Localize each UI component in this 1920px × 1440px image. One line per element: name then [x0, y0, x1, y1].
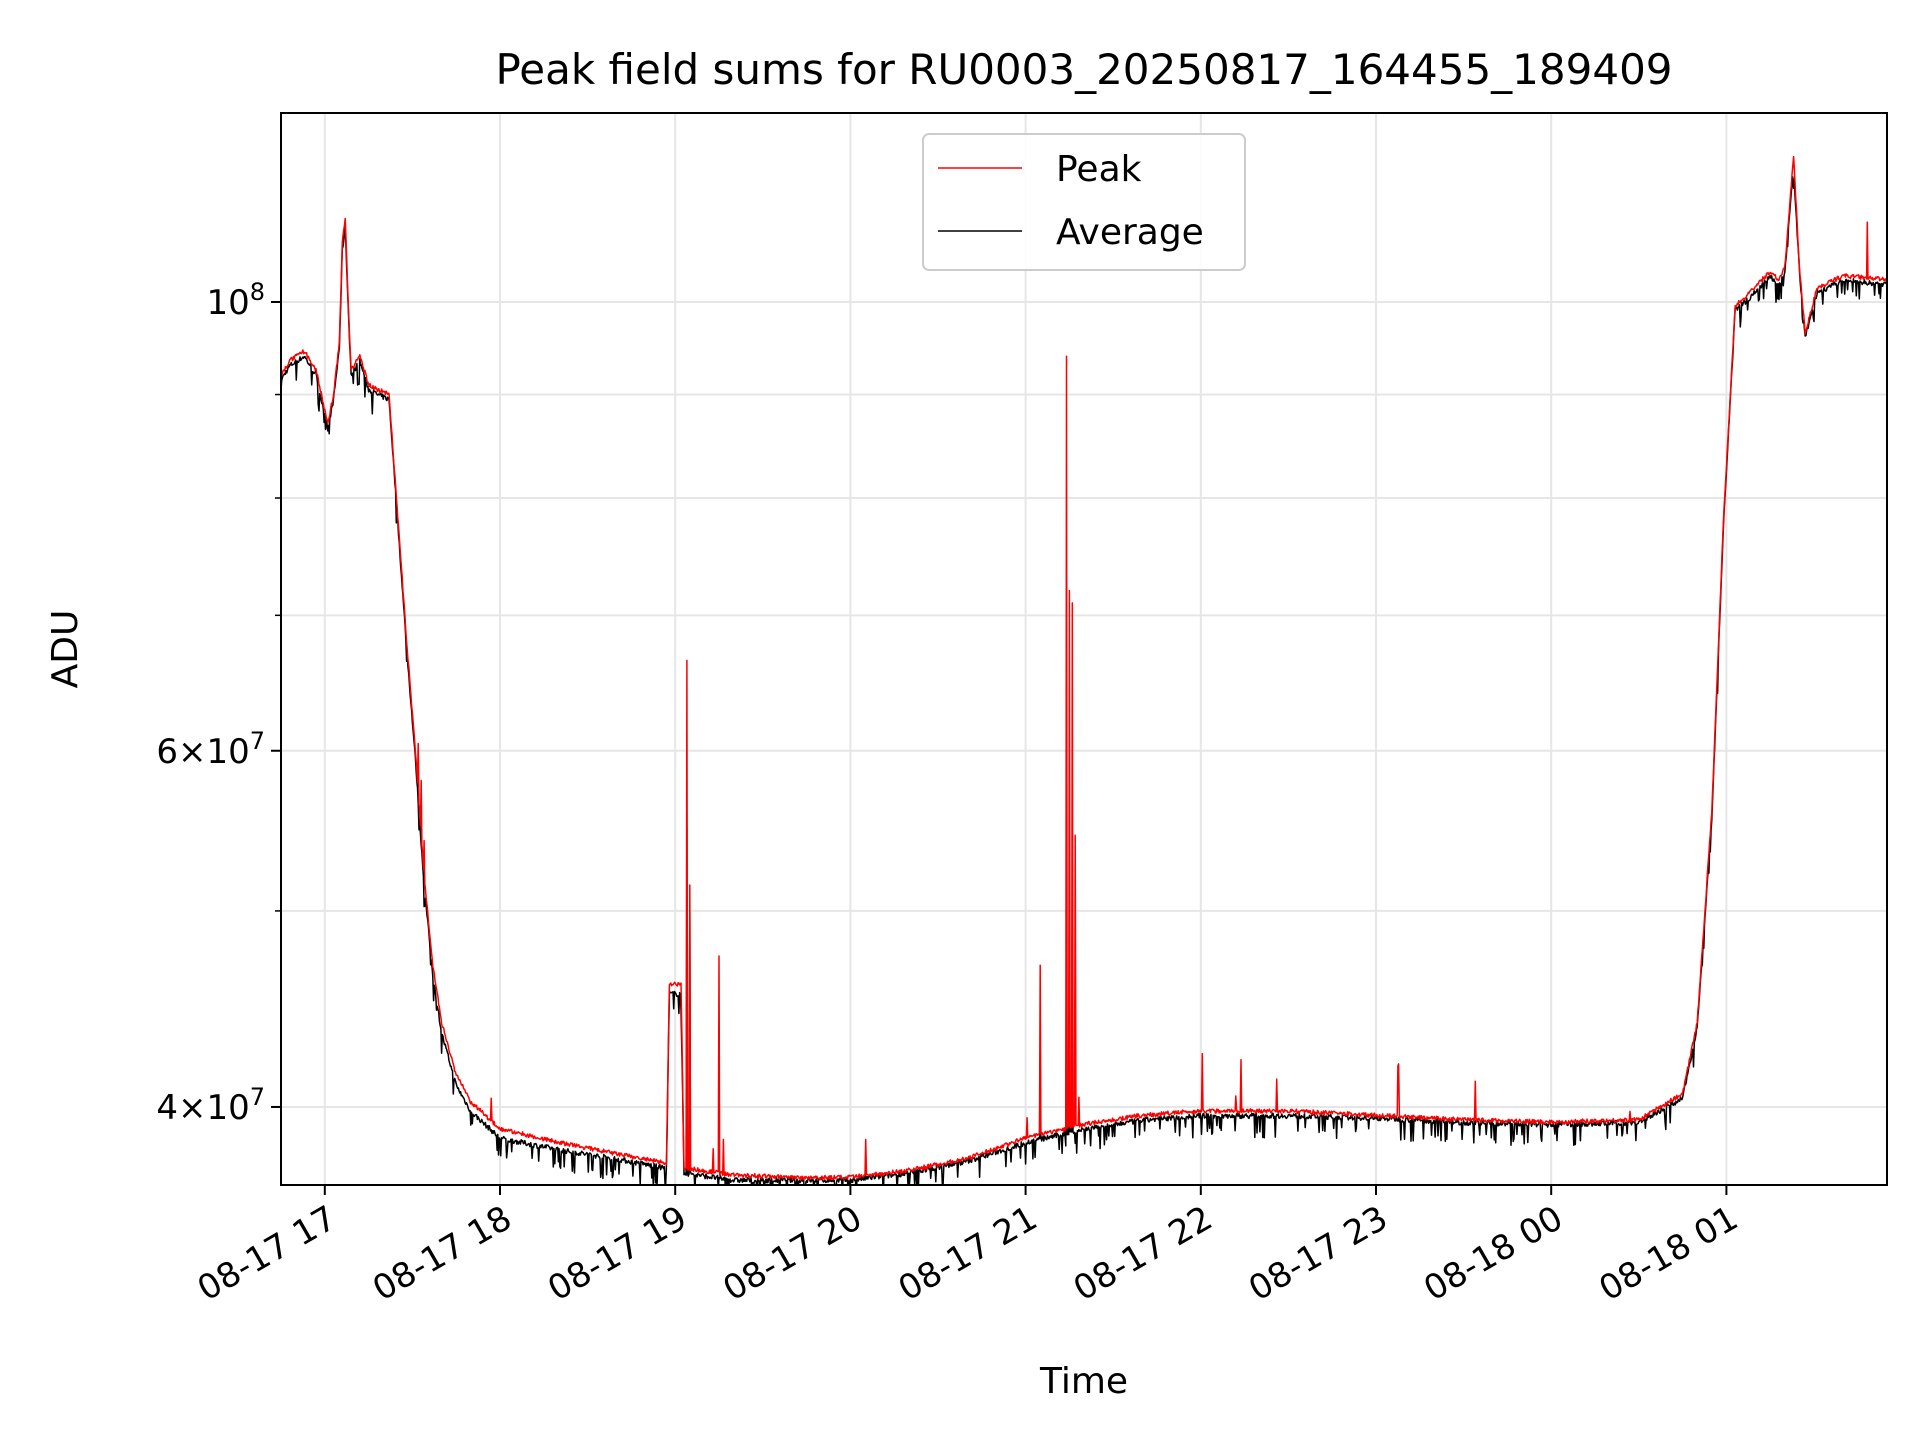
- y-tick-label: 108: [206, 278, 265, 323]
- series-line-average: [281, 176, 1887, 1185]
- chart-title: Peak field sums for RU0003_20250817_1644…: [495, 45, 1672, 94]
- y-tick-label: 4×107: [156, 1083, 265, 1128]
- plot-area: [281, 155, 1887, 1185]
- y-axis-label: ADU: [45, 610, 86, 689]
- series-line-peak: [281, 155, 1887, 1181]
- y-tick-label: 6×107: [156, 727, 265, 772]
- legend: Peak Average: [922, 133, 1246, 271]
- y-axis: 4×107 6×107 108: [156, 278, 281, 1128]
- legend-label-average: Average: [1056, 212, 1204, 253]
- x-axis-label: Time: [1039, 1361, 1128, 1402]
- legend-label-peak: Peak: [1056, 149, 1142, 190]
- axes-frame: [280, 112, 1888, 1186]
- grid-lines: [281, 113, 1887, 1185]
